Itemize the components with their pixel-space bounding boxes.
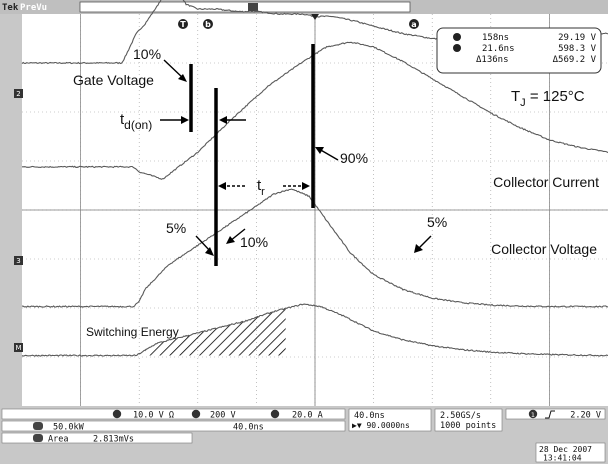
math-scale-value: 50.0kW: [53, 423, 85, 433]
math-tag: [14, 343, 23, 352]
td-on-main: t: [120, 111, 125, 128]
math-timebase-value: 40.0ns: [233, 423, 264, 433]
tj-label: TJ = 125°C: [511, 88, 585, 109]
mode-label: PreVu: [20, 3, 47, 13]
record-position-window: [248, 3, 258, 11]
ch3-scale-icon: [191, 409, 201, 419]
trigger-position-arrow: [311, 14, 319, 20]
td-left-arrowhead: [181, 116, 189, 124]
td-on-label: td(on): [120, 111, 152, 132]
cursor-b-marker-letter: b: [205, 20, 211, 29]
rising-edge-icon: [545, 410, 555, 419]
top-markers: T b a: [178, 14, 419, 29]
ch2-tag: [14, 89, 23, 98]
trigger-position-value: ▶▼ 90.0000ns: [352, 421, 410, 430]
tr-left-arrowhead: [218, 182, 226, 190]
trigger-marker: [178, 19, 188, 29]
collector-voltage-label: Collector Voltage: [491, 241, 597, 257]
readout-a-icon: [453, 33, 461, 41]
acquisition-box[interactable]: [434, 408, 503, 432]
cursor-a-marker-letter: a: [411, 20, 416, 29]
td-on-sub: d(on): [124, 118, 152, 132]
vce-5pct-left-label: 5%: [166, 220, 186, 236]
ch2-scale-value: 10.0 V Ω: [133, 411, 174, 421]
ch4-scale-value: 20.0 A: [292, 411, 323, 421]
ic-90pct-label: 90%: [340, 150, 368, 166]
measurement-icon: [33, 434, 43, 442]
channel-scale-row[interactable]: [1, 408, 346, 420]
channel-tags: 2 3 M: [14, 89, 23, 352]
readout-b-value: 598.3 V: [558, 44, 597, 54]
ch2-scale-icon: [112, 409, 122, 419]
trigger-marker-letter: T: [180, 20, 186, 29]
trace-collector-current: [22, 41, 608, 180]
time-value: 13:41:04: [543, 454, 582, 463]
math-scale-row[interactable]: [1, 420, 346, 432]
measurement-value: 2.813mVs: [93, 435, 134, 445]
readout-a-value: 29.19 V: [558, 33, 597, 43]
annotation-labels: 10% Gate Voltage td(on) TJ = 125°C 90% C…: [73, 46, 599, 339]
record-position-bar: [79, 1, 411, 13]
readout-delta-time: Δ136ns: [476, 55, 509, 65]
timebase-value: 40.0ns: [354, 411, 385, 421]
gate-voltage-label: Gate Voltage: [73, 72, 154, 88]
vce-10pct-arrowhead: [226, 236, 235, 244]
record-length-value: 1000 points: [440, 421, 496, 431]
graticule: [22, 14, 608, 406]
date-value: 28 Dec 2007: [539, 445, 592, 454]
timebase-box[interactable]: [348, 408, 432, 432]
annotation-bars: [189, 44, 315, 266]
tj-rest: = 125°C: [526, 88, 585, 105]
tj-sub: J: [520, 97, 526, 109]
gate-10pct-label: 10%: [133, 46, 161, 62]
readout-b-icon: [453, 44, 461, 52]
trigger-source-icon: [528, 409, 538, 419]
measurement-row[interactable]: [1, 432, 193, 444]
tj-main: T: [511, 88, 520, 105]
trace-switching-energy: [21, 303, 608, 357]
cursor-readout: 158ns 29.19 V 21.6ns 598.3 V Δ136ns Δ569…: [436, 27, 602, 74]
ch2-tag-label: 2: [16, 90, 20, 98]
tr-main: t: [257, 177, 262, 194]
switching-energy-label: Switching Energy: [86, 325, 179, 339]
tr-sub: r: [261, 186, 265, 198]
ch3-tag-label: 3: [16, 257, 20, 265]
tr-right-arrowhead: [302, 182, 310, 190]
trace-collector-voltage: [21, 188, 608, 308]
cursor-b-marker[interactable]: [203, 19, 213, 29]
trigger-level-value: 2.20 V: [570, 411, 601, 421]
ch3-tag: [14, 256, 23, 265]
sample-rate-value: 2.50GS/s: [440, 411, 481, 421]
status-bar: 10.0 V Ω 200 V 20.0 A 50.0kW 40.0ns Area…: [0, 406, 608, 464]
readout-delta-value: Δ569.2 V: [553, 55, 597, 65]
cursor-readout-box: [436, 27, 602, 74]
measurement-name: Area: [48, 435, 68, 445]
ic-90pct-arrowhead: [315, 147, 324, 154]
cursor-a-marker[interactable]: [409, 19, 419, 29]
math-scale-icon: [33, 422, 43, 430]
gate-10pct-arrow: [163, 59, 185, 80]
tr-label: tr: [257, 177, 265, 198]
brand-label: Tek: [2, 3, 19, 13]
annotation-arrows: [160, 59, 432, 256]
datetime-box: [535, 442, 606, 463]
vce-5pct-right-label: 5%: [427, 214, 447, 230]
ch3-scale-value: 200 V: [210, 411, 236, 421]
readout-a-time: 158ns: [482, 33, 509, 43]
vce-10pct-label: 10%: [240, 234, 268, 250]
vce-5pct-right-arrowhead: [414, 244, 423, 253]
readout-b-time: 21.6ns: [482, 44, 515, 54]
trigger-source-value: 1: [531, 411, 535, 419]
gate-10pct-arrowhead: [178, 74, 187, 82]
collector-current-label: Collector Current: [493, 174, 599, 190]
ch4-scale-icon: [270, 409, 280, 419]
trigger-box[interactable]: [505, 408, 606, 420]
td-right-arrowhead: [219, 116, 227, 124]
ic-90pct-arrow: [318, 148, 339, 161]
math-tag-label: M: [15, 344, 21, 352]
vce-5pct-left-arrowhead: [205, 247, 214, 256]
